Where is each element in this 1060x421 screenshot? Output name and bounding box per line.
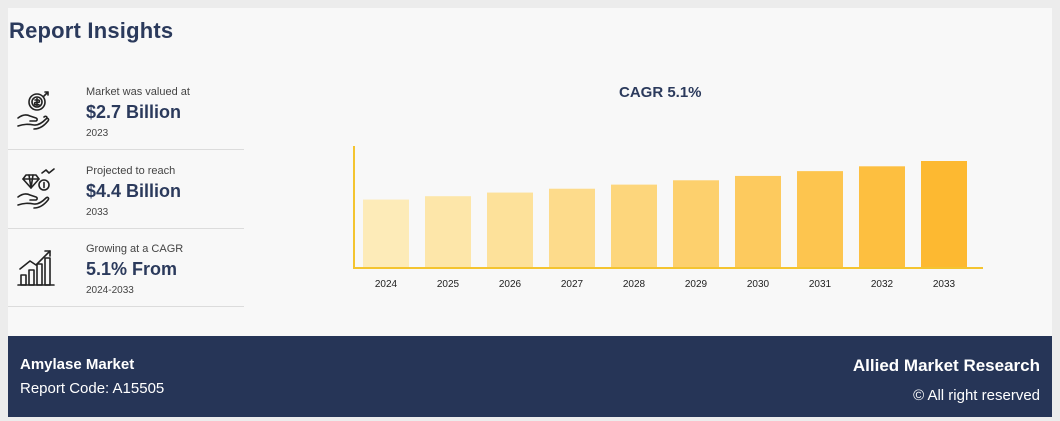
metric-cagr: Growing at a CAGR 5.1% From 2024-2033 bbox=[8, 229, 244, 307]
brand-name: Allied Market Research bbox=[852, 356, 1040, 375]
metric-label: Growing at a CAGR bbox=[86, 243, 184, 255]
footer-banner: Amylase Market Report Code: A15505 Allie… bbox=[8, 336, 1052, 417]
bar-2026 bbox=[487, 192, 533, 268]
report-insights-card: Report Insights Market was valued at $2.… bbox=[8, 8, 1052, 417]
divider bbox=[8, 306, 244, 307]
bar-2028 bbox=[611, 184, 657, 268]
metric-value: $2.7 Billion bbox=[86, 102, 182, 122]
x-tick-label: 2030 bbox=[747, 279, 770, 290]
bar-2027 bbox=[549, 188, 595, 268]
metric-period: 2024-2033 bbox=[86, 285, 134, 296]
x-tick-label: 2031 bbox=[809, 279, 832, 290]
growth-chart-icon bbox=[17, 250, 55, 286]
copyright-text: © All right reserved bbox=[913, 387, 1040, 404]
divider bbox=[8, 228, 244, 229]
chart-title: CAGR 5.1% bbox=[619, 84, 702, 101]
bar-2029 bbox=[673, 180, 719, 268]
bar-2030 bbox=[735, 175, 781, 268]
chart-svg: 2024 2025 2026 2027 2028 2029 2030 2031 2032 2033 bbox=[353, 146, 983, 290]
metric-value: 5.1% From bbox=[86, 259, 178, 279]
report-code: Report Code: A15505 bbox=[20, 380, 165, 397]
money-hand-icon bbox=[17, 91, 50, 130]
metric-label: Market was valued at bbox=[86, 86, 190, 98]
x-tick-label: 2024 bbox=[375, 279, 398, 290]
x-tick-label: 2029 bbox=[685, 279, 708, 290]
x-tick-label: 2025 bbox=[437, 279, 460, 290]
x-tick-label: 2033 bbox=[933, 279, 956, 290]
metric-year: 2033 bbox=[86, 207, 109, 218]
market-name: Amylase Market bbox=[20, 356, 135, 373]
metric-value: $4.4 Billion bbox=[86, 181, 182, 201]
bar-2033 bbox=[921, 161, 967, 268]
metric-market-value: Market was valued at $2.7 Billion 2023 bbox=[8, 72, 244, 150]
bar-2031 bbox=[797, 171, 843, 268]
x-tick-label: 2032 bbox=[871, 279, 894, 290]
diamond-hand-icon bbox=[17, 168, 55, 209]
metric-year: 2023 bbox=[86, 128, 109, 139]
x-tick-label: 2026 bbox=[499, 279, 522, 290]
divider bbox=[8, 149, 244, 150]
bar-2032 bbox=[859, 166, 905, 268]
bar-2025 bbox=[425, 196, 471, 268]
metric-label: Projected to reach bbox=[86, 165, 176, 177]
bar-chart: CAGR 5.1% 2024 2025 2026 2027 2028 2029 2030 20… bbox=[308, 73, 1008, 313]
page-title: Report Insights bbox=[9, 18, 174, 43]
x-tick-label: 2028 bbox=[623, 279, 646, 290]
metric-projected-value: Projected to reach $4.4 Billion 2033 bbox=[8, 151, 244, 229]
x-tick-label: 2027 bbox=[561, 279, 584, 290]
bar-2024 bbox=[363, 199, 409, 268]
